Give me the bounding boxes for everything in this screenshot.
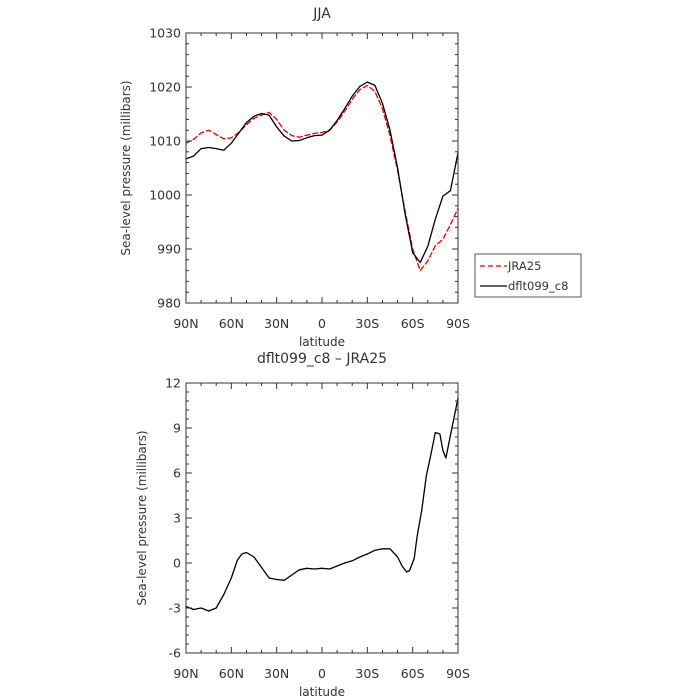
- top-xtick-label: 30N: [264, 316, 289, 331]
- legend: JRA25 dflt099_c8: [474, 253, 582, 298]
- bottom-series-line-difference: [185, 397, 459, 612]
- bottom-xtick-label: 60S: [401, 666, 425, 681]
- top-plot-frame: [185, 32, 459, 304]
- top-panel: JJA 980 990 1000 1010 1020 1030 90N 60N 30N 0 30S…: [119, 6, 470, 349]
- top-yticks: 980 990 1000 1010 1020 1030: [149, 26, 458, 311]
- top-ytick-label: 1010: [149, 134, 181, 149]
- top-xtick-label: 0: [318, 316, 326, 331]
- top-xtick-label: 30S: [355, 316, 379, 331]
- bottom-ytick-label: 9: [173, 421, 181, 436]
- bottom-ytick-label: -6: [169, 646, 182, 661]
- bottom-series-group: [185, 397, 459, 612]
- bottom-xtick-label: 60N: [219, 666, 244, 681]
- bottom-xtick-label: 90S: [446, 666, 470, 681]
- bottom-x-axis-label: latitude: [299, 685, 345, 699]
- top-series-group: [185, 81, 459, 272]
- bottom-y-axis-label: Sea-level pressure (millibars): [135, 430, 149, 605]
- bottom-ytick-label: 12: [165, 376, 181, 391]
- bottom-xtick-label: 0: [318, 666, 326, 681]
- legend-box: [474, 253, 582, 298]
- bottom-xticks: 90N 60N 30N 0 30S 60S 90S: [173, 383, 470, 681]
- top-xticks: 90N 60N 30N 0 30S 60S 90S: [173, 33, 470, 331]
- top-y-axis-label: Sea-level pressure (millibars): [119, 80, 133, 255]
- bottom-ytick-label: -3: [169, 601, 181, 616]
- legend-label-jra25: JRA25: [507, 259, 541, 273]
- bottom-ytick-label: 0: [173, 556, 181, 571]
- legend-label-dflt099-c8: dflt099_c8: [508, 279, 568, 293]
- bottom-yticks: -6 -3 0 3 6 9 12: [165, 376, 458, 661]
- top-x-axis-label: latitude: [299, 335, 345, 349]
- bottom-chart-title: dflt099_c8 – JRA25: [257, 351, 387, 367]
- top-ytick-label: 980: [157, 296, 181, 311]
- top-ytick-label: 1000: [149, 188, 181, 203]
- top-xtick-label: 90S: [446, 316, 470, 331]
- top-xtick-label: 60N: [219, 316, 244, 331]
- top-series-line-jra25: [185, 84, 459, 272]
- bottom-plot-frame: [185, 382, 459, 654]
- bottom-panel: dflt099_c8 – JRA25 -6 -3 0 3 6 9 12 90N 60N 30N 0…: [135, 351, 470, 699]
- top-series-line-dflt099-c8: [185, 81, 459, 264]
- bottom-xtick-label: 30S: [355, 666, 379, 681]
- top-xtick-label: 60S: [401, 316, 425, 331]
- bottom-ytick-label: 6: [173, 466, 181, 481]
- top-chart-title: JJA: [312, 6, 331, 22]
- bottom-xtick-label: 30N: [264, 666, 289, 681]
- top-ytick-label: 990: [157, 242, 181, 257]
- top-ytick-label: 1020: [149, 80, 181, 95]
- top-ytick-label: 1030: [149, 26, 181, 41]
- top-xtick-label: 90N: [173, 316, 198, 331]
- bottom-xtick-label: 90N: [173, 666, 198, 681]
- bottom-ytick-label: 3: [173, 511, 181, 526]
